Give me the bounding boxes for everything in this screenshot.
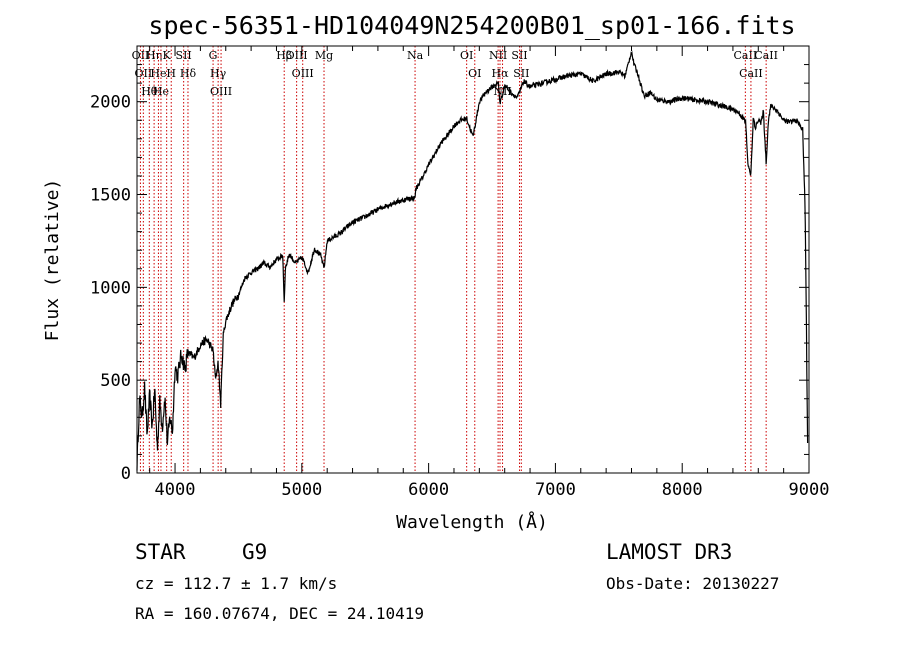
axes: 4000 5000 6000 7000 8000 9000 0 500 1000 1500 2000 [90, 45, 830, 500]
marker-label: NII [489, 49, 507, 62]
marker-label: OII [134, 67, 152, 80]
marker-label: H [166, 67, 176, 80]
marker-label: Hη [146, 49, 162, 62]
marker-label: OII [132, 49, 150, 62]
marker-label: Hδ [180, 67, 197, 80]
y-tick-label: 0 [121, 464, 131, 484]
object-class: STAR [135, 540, 186, 564]
obs-date-line: Obs-Date: 20130227 [606, 574, 780, 593]
y-tick-label: 1500 [90, 186, 131, 206]
redshift-line: cz = 112.7 ± 1.7 km/s [135, 574, 338, 593]
x-axis-label: Wavelength (Å) [396, 511, 548, 533]
object-subclass: G9 [242, 540, 268, 564]
marker-label: G [209, 49, 218, 62]
marker-label: SII [511, 49, 527, 62]
x-tick-label: 4000 [155, 480, 196, 500]
y-tick-label: 2000 [90, 93, 131, 113]
x-tick-label: 7000 [535, 480, 576, 500]
marker-label: OIII [210, 85, 232, 98]
marker-label: CaII [754, 49, 778, 62]
marker-label: He [150, 67, 166, 80]
x-tick-label: 6000 [408, 480, 449, 500]
x-tick-label: 5000 [281, 480, 322, 500]
plot-frame [136, 45, 810, 474]
x-tick-label: 9000 [789, 480, 830, 500]
survey-name: LAMOST DR3 [606, 540, 733, 564]
marker-label: Hγ [210, 67, 227, 80]
marker-label: OI [468, 67, 481, 80]
marker-label: OIII [292, 67, 314, 80]
spectral-line-markers: OIIOIIHθHηHeHeKHSIIHδGHγOIIIHβOIIIOIIIMg… [132, 46, 778, 473]
x-tick-label: 8000 [662, 480, 703, 500]
coordinates-line: RA = 160.07674, DEC = 24.10419 [135, 604, 424, 623]
marker-label: SII [176, 49, 192, 62]
marker-label: CaII [734, 49, 758, 62]
marker-label: K [163, 49, 172, 62]
marker-label: Hβ [276, 49, 292, 62]
marker-label: He [153, 85, 169, 98]
marker-label: CaII [739, 67, 763, 80]
y-tick-label: 500 [100, 371, 131, 391]
marker-label: Na [407, 49, 424, 62]
marker-label: SII [513, 67, 529, 80]
flux-series [136, 50, 809, 471]
flux-line [136, 50, 809, 471]
y-axis-label: Flux (relative) [42, 179, 63, 342]
marker-label: Mg [315, 49, 333, 62]
y-tick-label: 1000 [90, 278, 131, 298]
marker-label: OIII [286, 49, 308, 62]
marker-label: Hα [491, 67, 509, 80]
marker-label: OI [460, 49, 473, 62]
chart-title: spec-56351-HD104049N254200B01_sp01-166.f… [148, 11, 795, 40]
